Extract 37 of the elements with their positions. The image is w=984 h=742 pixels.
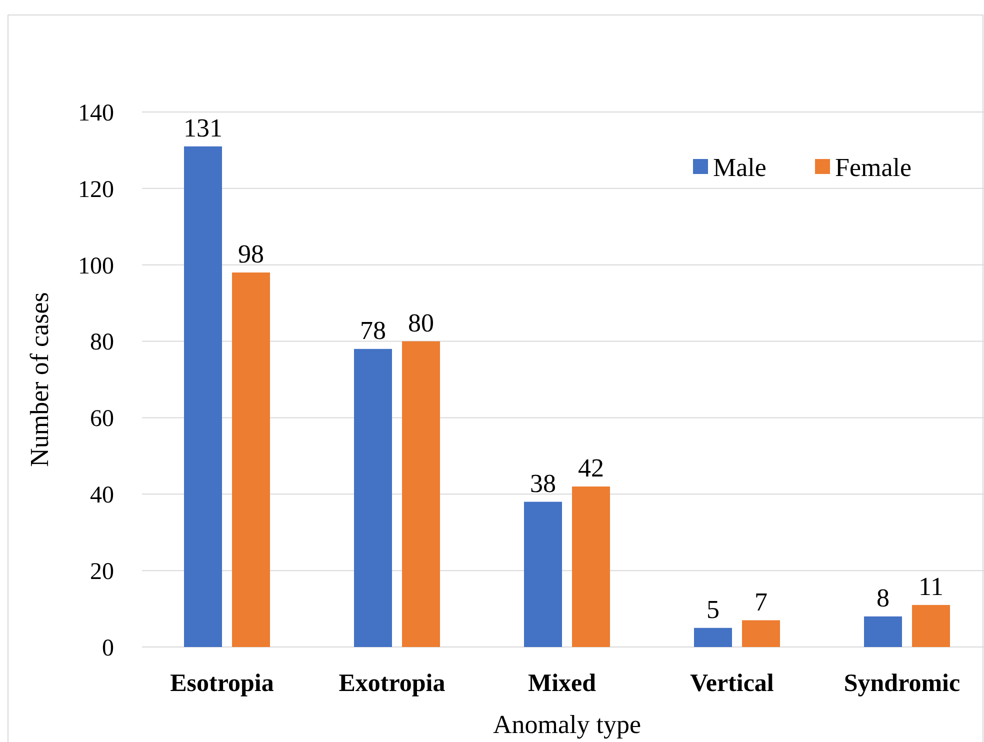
bar (232, 272, 270, 647)
bar (694, 628, 732, 647)
y-tick-label: 20 (90, 558, 114, 585)
data-label: 7 (754, 587, 768, 616)
x-axis-title: Anomaly type (492, 710, 642, 739)
bar (402, 341, 440, 647)
bar (524, 502, 562, 647)
y-axis-title: Number of cases (25, 292, 54, 467)
y-tick-label: 120 (78, 176, 114, 203)
data-label: 98 (238, 240, 264, 268)
y-tick-label: 140 (78, 100, 114, 126)
data-label: 80 (408, 308, 434, 338)
bar (184, 146, 222, 647)
bar (864, 616, 902, 647)
bar (912, 604, 950, 647)
bar (354, 348, 392, 647)
data-label: 78 (360, 316, 386, 345)
x-tick-label: Syndromic (844, 670, 960, 697)
x-tick-label: Exotropia (338, 670, 446, 697)
data-label: 42 (578, 454, 604, 482)
x-tick-label: Esotropia (170, 670, 274, 697)
data-label: 5 (706, 594, 720, 624)
data-label: 8 (876, 583, 890, 612)
y-tick-label: 40 (90, 482, 114, 509)
y-tick-label: 60 (90, 406, 114, 432)
x-tick-label: Mixed (528, 670, 596, 697)
data-label: 11 (918, 572, 944, 601)
data-label: 131 (184, 113, 222, 142)
data-label: 38 (530, 468, 556, 498)
legend-label: Female (835, 153, 912, 182)
bar (742, 620, 780, 647)
bar (572, 486, 610, 647)
legend-label: Male (713, 153, 766, 182)
y-tick-label: 100 (78, 253, 114, 280)
y-tick-label: 80 (90, 330, 114, 356)
x-tick-label: Vertical (690, 670, 774, 697)
y-tick-label: 0 (102, 635, 114, 662)
